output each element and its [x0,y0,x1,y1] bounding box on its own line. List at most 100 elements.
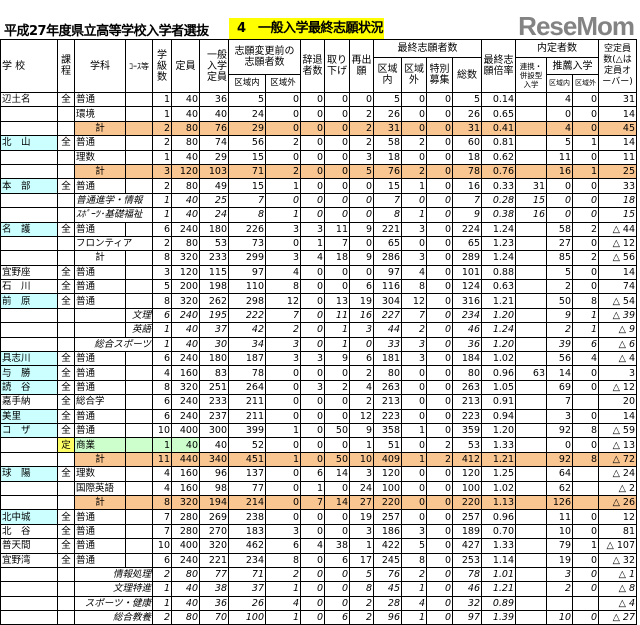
cell-suisen-out: 0 [571,178,600,194]
gakka-cell: 普通 [74,552,126,568]
gakka-cell: 理数 [74,149,126,165]
cell-capacity: 240 [171,394,200,410]
cell-before-out: 4 [265,264,301,281]
cell-before-out: 1 [265,581,301,597]
course-name-cell: 総合教養 [74,610,153,625]
cell-suisen-out: 1 [571,307,600,324]
cell-suisen-out: 0 [571,192,600,209]
cell-renkei [515,106,547,122]
header-withdraw: 取り下げ [324,39,350,93]
cell-suisen-in: 39 [546,336,573,353]
cell-final-in: 223 [373,408,402,424]
cell-withdraw: 6 [324,552,350,568]
cell-withdraw: 1 [324,322,350,338]
cell-ratio: 0.38 [481,207,516,223]
cell-decline: 0 [300,336,325,353]
cell-special: 0 [426,523,453,540]
header-general-capacity: 一般入学定員 [199,39,229,93]
cell-final-out: 4 [401,595,427,612]
cell-suisen-out [571,595,600,612]
cell-suisen-in: 2 [546,322,573,338]
cell-total: 7 [452,192,482,209]
cell-final-in: 409 [373,451,402,468]
cell-total: 78 [452,566,482,583]
cell-general-capacity: 262 [199,293,229,309]
cell-final-in: 245 [373,552,402,568]
cell-vacancy: 25 [598,163,638,180]
cell-suisen-in: 10 [546,610,573,625]
cell-reapply: 19 [349,509,374,525]
cell-reapply: 16 [349,307,374,324]
cell-special: 0 [426,538,453,554]
katei-cell [57,193,75,209]
cell-decline: 6 [300,466,325,482]
cell-suisen-in: 5 [546,264,573,281]
course-cell [125,422,153,439]
cell-reapply: 2 [349,394,374,410]
cell-withdraw: 38 [324,538,350,554]
school-cell [0,337,58,353]
cell-final-out: 4 [401,264,427,281]
course-cell [125,149,153,165]
gakka-cell: 普通 [74,264,126,281]
cell-decline: 0 [300,178,325,194]
cell-decline: 0 [300,365,325,381]
cell-withdraw: 0 [324,120,350,137]
cell-vacancy: 33 [598,178,638,194]
cell-before-out: 0 [265,149,301,165]
gakka-cell: 計 [74,250,126,266]
cell-before-in: 187 [228,351,266,367]
cell-total: 26 [452,106,482,122]
cell-general-capacity: 180 [199,221,229,237]
cell-special: 0 [426,394,453,410]
cell-final-out: 5 [401,538,427,554]
gakka-cell: 普通 [74,178,126,194]
cell-suisen-out: 0 [571,437,600,453]
table-row: 石 川全普通 5 200 198 110 8 0 0 6 116 8 0 124 0.63 2 0 74 [0,279,638,295]
cell-reapply: 2 [349,610,374,625]
cell-before-out: 8 [265,552,301,568]
cell-vacancy: △ 12 [598,235,638,252]
table-row: ｽﾎﾟｰﾂ･基礎福祉 1 40 24 8 1 0 0 0 8 1 0 9 0.38 16 0 0 15 [0,207,638,223]
cell-ratio: 1.20 [481,307,516,324]
cell-suisen-in: 0 [546,178,573,194]
cell-suisen-in [546,595,573,612]
course-name-cell: スポーツ・健康 [74,595,153,612]
cell-total: 18 [452,149,482,165]
cell-final-out: 1 [401,207,427,223]
katei-cell [57,322,75,338]
cell-vacancy: △ 56 [598,250,638,266]
cell-suisen-in: 19 [546,552,573,568]
table-row: 英語 1 40 37 42 2 0 1 3 44 2 0 46 1.24 2 1 △ 9 [0,322,638,338]
cell-special: 0 [426,336,453,353]
gakka-cell: 計 [74,494,126,511]
katei-cell [57,481,75,496]
cell-before-in: 29 [228,120,266,137]
header-decline: 辞退者数 [300,39,325,93]
cell-vacancy: △ 24 [598,466,638,482]
cell-before-out: 3 [265,336,301,353]
cell-final-in: 65 [373,235,402,252]
cell-ratio: 1.01 [481,566,516,583]
cell-general-capacity: 30 [199,336,229,353]
cell-decline: 0 [300,91,325,108]
cell-classes: 2 [152,178,172,194]
course-cell [125,538,153,554]
cell-total: 359 [452,422,482,439]
katei-cell: 全 [57,293,75,309]
cell-renkei [515,279,547,295]
cell-capacity: 80 [171,235,200,252]
school-cell: 北 山 [0,135,58,151]
title-bar: 平成27年度県立高等学校入学者選抜 4 一般入学最終志願状況 ReseMom [0,12,640,40]
cell-vacancy: 11 [598,149,638,165]
cell-total: 427 [452,538,482,554]
school-cell: 北中城 [0,509,58,525]
cell-reapply: 17 [349,552,374,568]
cell-final-out: 3 [401,351,427,367]
cell-classes: 1 [152,437,172,453]
cell-capacity: 120 [171,264,200,281]
cell-ratio: 0.96 [481,365,516,381]
cell-special: 0 [426,408,453,424]
katei-cell [57,150,75,165]
cell-reapply: 6 [349,279,374,295]
